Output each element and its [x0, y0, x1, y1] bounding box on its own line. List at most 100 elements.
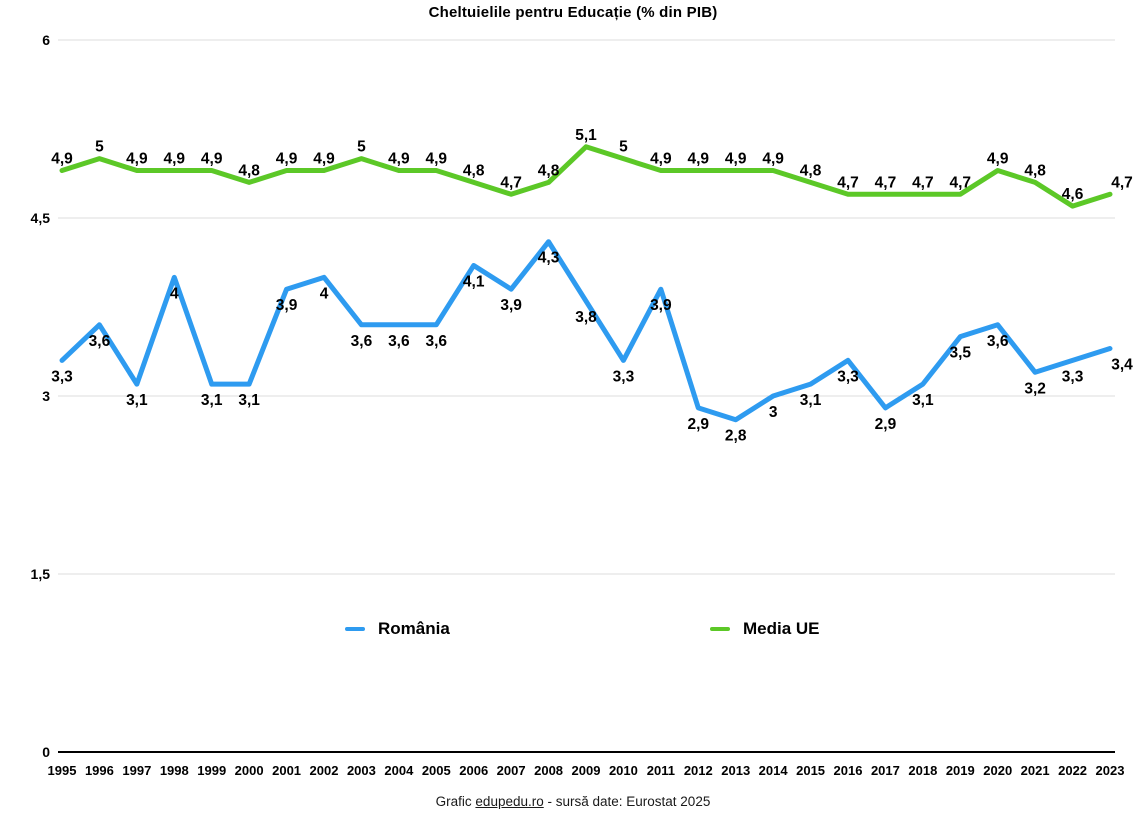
data-point-label: 4,8 [463, 162, 485, 179]
data-point-label: 3,1 [800, 392, 822, 409]
data-point-label: 5,1 [575, 127, 597, 144]
data-point-label: 4,9 [688, 151, 710, 168]
x-axis-year-label: 2015 [796, 763, 825, 778]
y-axis-tick-label: 3 [42, 388, 50, 404]
romania-line [59, 239, 1113, 423]
x-axis-year-label: 1999 [197, 763, 226, 778]
data-point-label: 4,9 [762, 151, 784, 168]
x-axis-year-label: 2012 [684, 763, 713, 778]
data-point-label: 4,1 [463, 273, 485, 290]
y-axis-tick-label: 4,5 [31, 210, 51, 226]
x-axis-year-label: 2006 [459, 763, 488, 778]
data-point-label: 4,6 [1062, 186, 1084, 203]
data-point-label: 3,9 [500, 297, 522, 314]
x-axis-year-label: 2022 [1058, 763, 1087, 778]
data-point-label: 3,3 [837, 368, 859, 385]
chart-title: Cheltuielile pentru Educație (% din PIB) [428, 4, 718, 21]
data-point-label: 4,9 [650, 151, 672, 168]
data-point-label: 3,1 [912, 392, 934, 409]
legend-item-romania: România [345, 619, 450, 639]
x-axis-year-label: 2010 [609, 763, 638, 778]
data-point-label: 4,7 [1111, 174, 1133, 191]
data-point-label: 4,9 [725, 151, 747, 168]
data-point-label: 3,6 [426, 333, 448, 350]
x-axis-year-label: 2020 [983, 763, 1012, 778]
data-point-label: 3,6 [388, 333, 410, 350]
x-axis-year-label: 2002 [310, 763, 339, 778]
data-point-label: 4,7 [837, 174, 859, 191]
x-axis-year-label: 1995 [48, 763, 77, 778]
data-point-label: 4,7 [950, 174, 972, 191]
data-point-label: 2,8 [725, 428, 747, 445]
x-axis-year-label: 2000 [235, 763, 264, 778]
x-axis-year-label: 2016 [834, 763, 863, 778]
data-point-label: 5 [95, 139, 104, 156]
x-axis-year-label: 2021 [1021, 763, 1050, 778]
footer-suffix: - sursă date: Eurostat 2025 [543, 794, 711, 809]
data-point-label: 2,9 [875, 416, 897, 433]
data-point-label: 3,3 [613, 368, 635, 385]
data-point-label: 3,1 [201, 392, 223, 409]
data-point-label: 4,9 [51, 151, 73, 168]
media-ue-line [59, 144, 1113, 209]
data-point-label: 3,5 [950, 345, 972, 362]
media-ue-line-swatch-icon [710, 627, 730, 631]
data-point-label: 5 [357, 139, 366, 156]
data-point-label: 4,9 [987, 151, 1009, 168]
x-axis-year-label: 1996 [85, 763, 114, 778]
data-point-label: 3,6 [987, 333, 1009, 350]
y-axis-tick-label: 6 [42, 32, 50, 48]
data-point-label: 3,3 [1062, 368, 1084, 385]
x-axis-year-label: 2017 [871, 763, 900, 778]
data-point-label: 4,9 [426, 151, 448, 168]
x-axis-year-label: 2004 [384, 763, 414, 778]
x-axis-year-label: 2005 [422, 763, 451, 778]
data-point-label: 3,9 [650, 297, 672, 314]
data-point-label: 4 [170, 285, 179, 302]
legend-label-romania: România [378, 619, 450, 638]
x-axis-year-label: 2011 [647, 763, 675, 778]
x-axis-year-label: 2001 [272, 763, 301, 778]
data-point-label: 4,9 [201, 151, 223, 168]
x-axis-year-label: 2007 [497, 763, 526, 778]
data-point-label: 4,9 [313, 151, 335, 168]
data-point-label: 4,9 [276, 151, 298, 168]
data-point-label: 4 [320, 285, 329, 302]
data-point-label: 3,2 [1024, 380, 1046, 397]
data-point-label: 3,8 [575, 309, 597, 326]
x-axis-year-label: 2014 [759, 763, 789, 778]
x-axis-year-label: 1998 [160, 763, 189, 778]
y-axis-tick-label: 0 [42, 744, 50, 760]
data-point-label: 4,7 [912, 174, 934, 191]
edupedu-link[interactable]: edupedu.ro [475, 794, 544, 809]
x-axis-year-label: 2018 [908, 763, 937, 778]
y-axis-tick-label: 1,5 [31, 566, 51, 582]
footer-prefix: Grafic [435, 794, 476, 809]
x-axis-year-label: 1997 [122, 763, 151, 778]
data-point-label: 5 [619, 139, 628, 156]
legend-item-media-ue: Media UE [710, 619, 820, 639]
data-point-label: 4,9 [126, 151, 148, 168]
x-axis-year-label: 2013 [721, 763, 750, 778]
data-point-label: 3 [769, 404, 778, 421]
data-point-label: 3,4 [1111, 357, 1133, 374]
data-point-label: 4,8 [538, 162, 560, 179]
chart-legend: România Media UE [0, 619, 1146, 647]
data-point-label: 4,9 [164, 151, 186, 168]
data-point-label: 3,3 [51, 368, 73, 385]
data-point-label: 4,7 [875, 174, 897, 191]
x-axis-year-label: 2009 [572, 763, 601, 778]
data-point-label: 2,9 [688, 416, 710, 433]
data-point-label: 4,8 [800, 162, 822, 179]
data-point-label: 3,1 [126, 392, 148, 409]
data-point-label: 3,6 [89, 333, 111, 350]
x-axis-year-label: 2023 [1096, 763, 1125, 778]
data-point-label: 4,7 [500, 174, 522, 191]
data-point-label: 4,9 [388, 151, 410, 168]
data-point-label: 4,3 [538, 250, 560, 267]
data-point-label: 4,8 [238, 162, 260, 179]
data-point-label: 4,8 [1024, 162, 1046, 179]
chart-footer: Grafic edupedu.ro - sursă date: Eurostat… [0, 794, 1146, 809]
data-point-label: 3,9 [276, 297, 298, 314]
